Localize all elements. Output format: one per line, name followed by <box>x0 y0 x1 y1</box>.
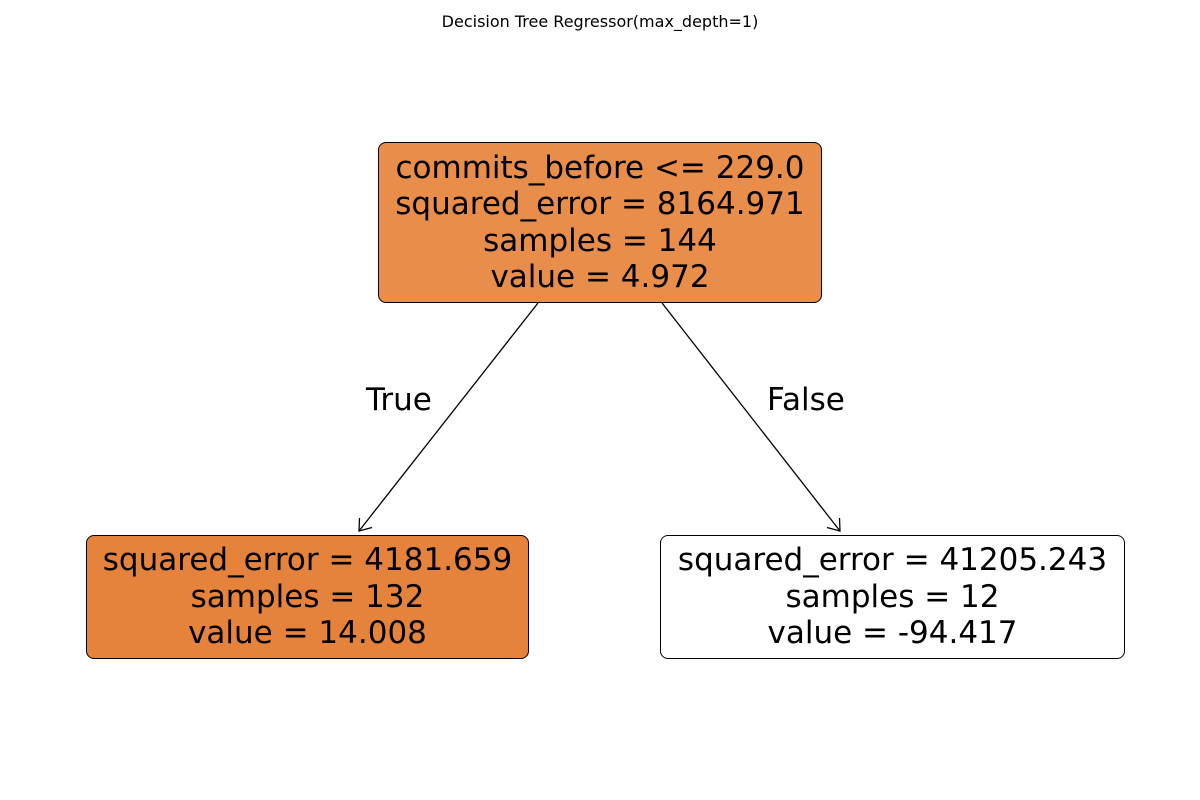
root-node: commits_before <= 229.0 squared_error = … <box>378 142 822 303</box>
root-split-label: commits_before <= 229.0 <box>396 150 805 187</box>
right-leaf-node: squared_error = 41205.243 samples = 12 v… <box>660 535 1125 659</box>
right-samples: samples = 12 <box>786 579 1000 616</box>
left-value: value = 14.008 <box>188 615 427 652</box>
right-value: value = -94.417 <box>767 615 1017 652</box>
root-samples: samples = 144 <box>483 223 717 260</box>
root-squared-error: squared_error = 8164.971 <box>395 186 804 223</box>
root-value: value = 4.972 <box>490 259 709 296</box>
left-samples: samples = 132 <box>191 579 425 616</box>
left-leaf-node: squared_error = 4181.659 samples = 132 v… <box>86 535 529 659</box>
right-squared-error: squared_error = 41205.243 <box>678 542 1107 579</box>
left-squared-error: squared_error = 4181.659 <box>103 542 512 579</box>
edge-label-true: True <box>366 382 432 418</box>
edge-label-false: False <box>767 382 845 418</box>
